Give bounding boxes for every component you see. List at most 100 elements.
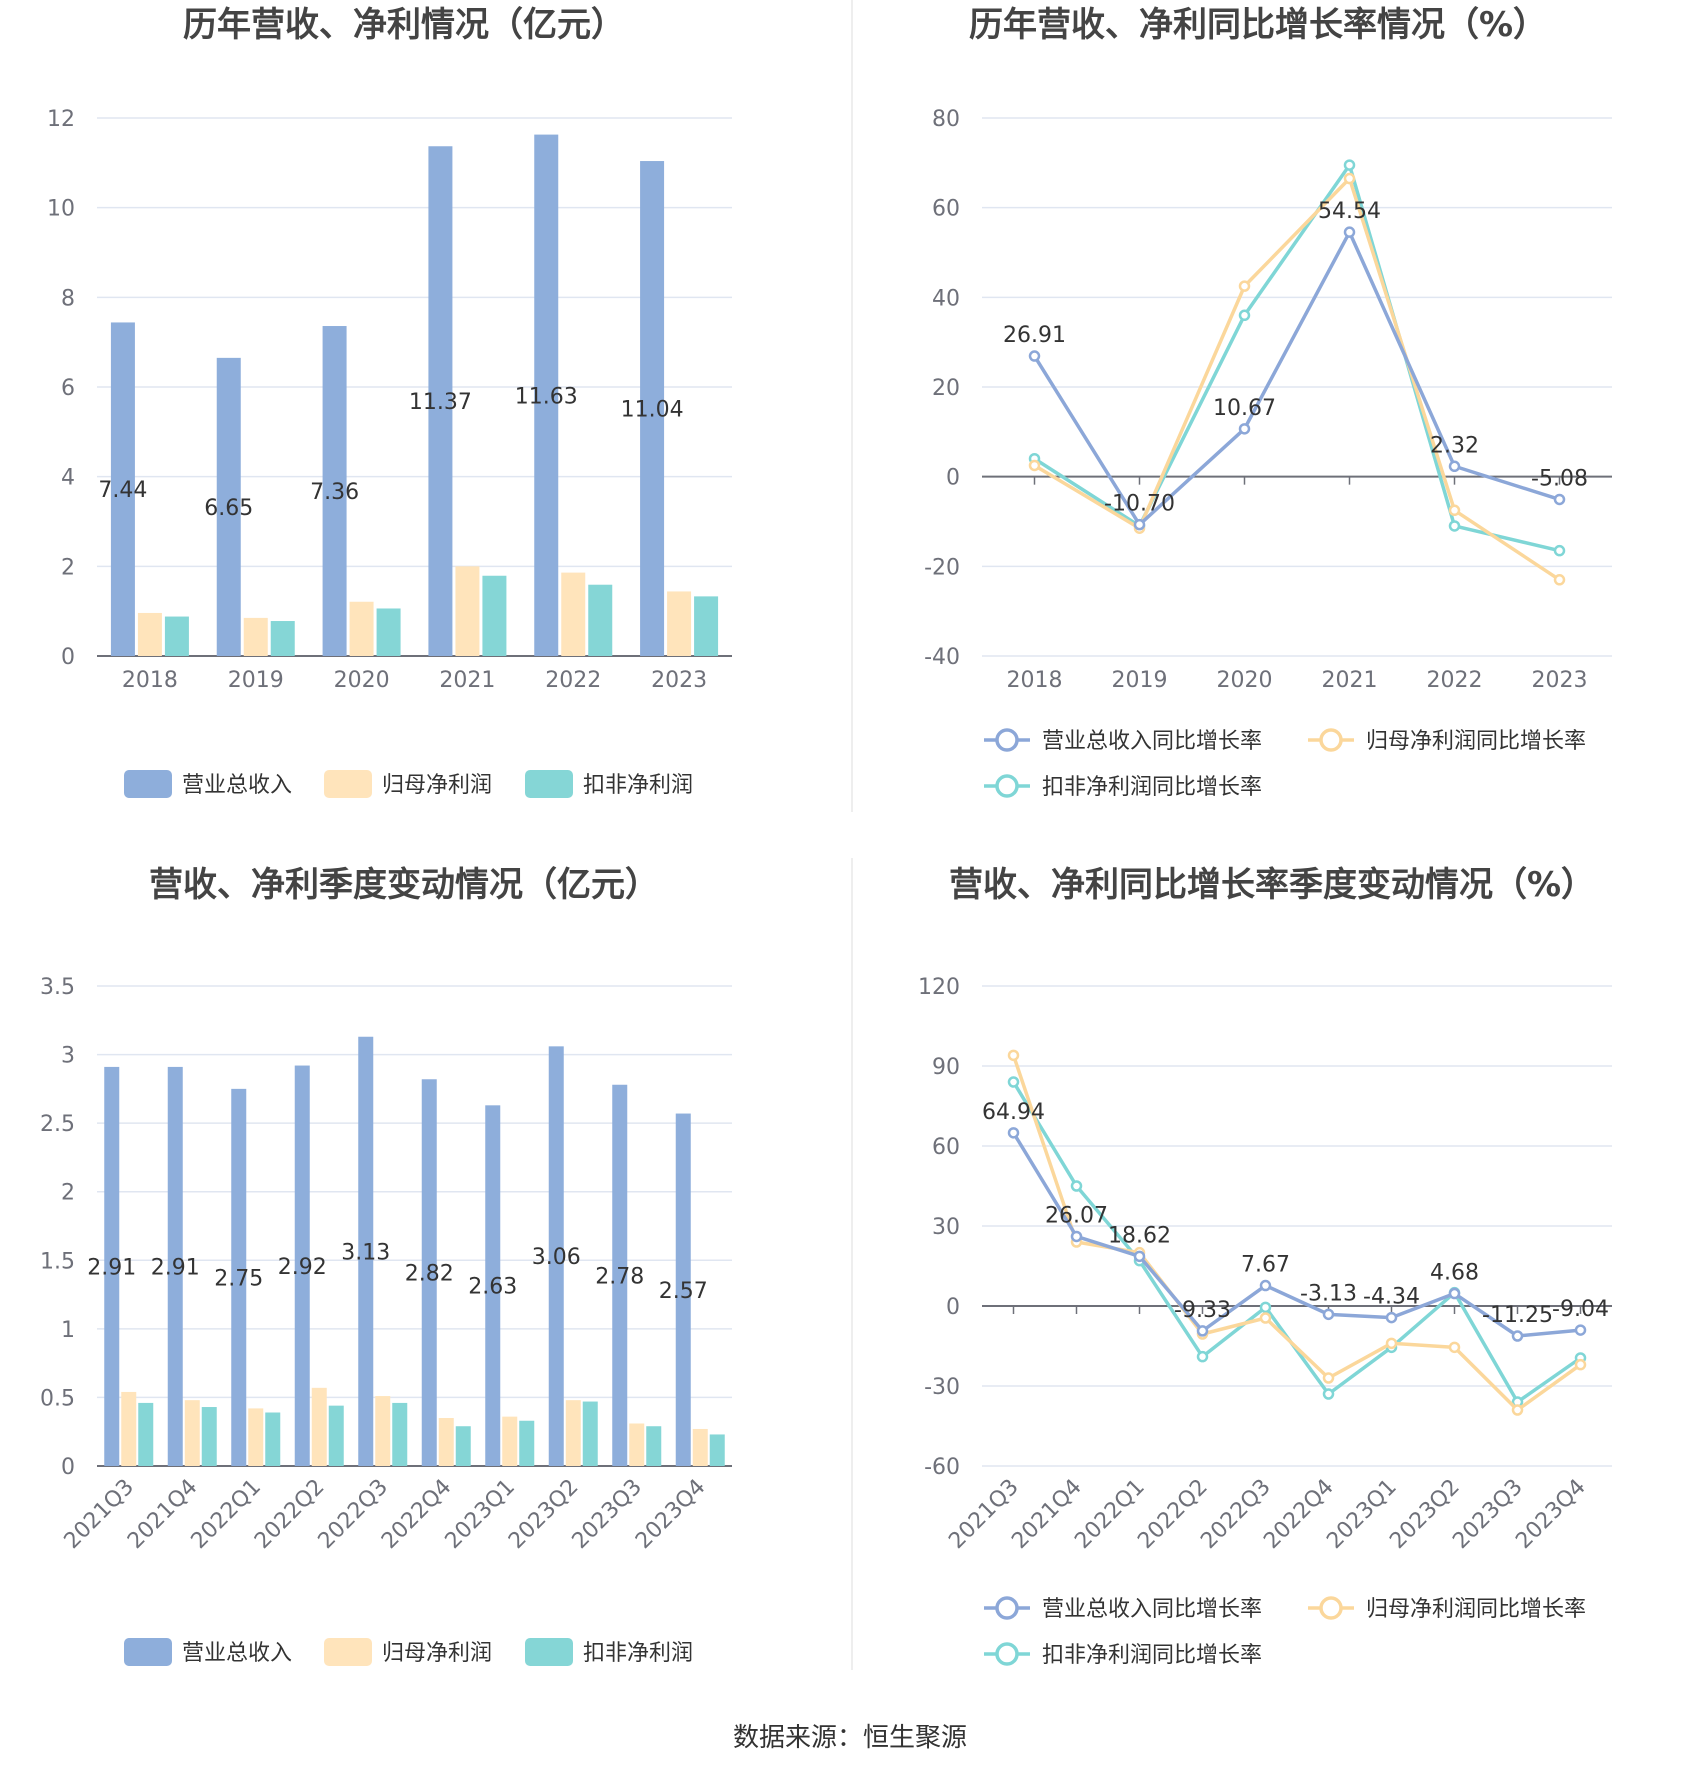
bar <box>640 161 665 657</box>
legend-swatch-marker <box>1319 728 1343 752</box>
line-point <box>1070 1230 1083 1243</box>
bar <box>294 1065 310 1466</box>
line-point <box>1028 350 1041 362</box>
legend-label[interactable]: 扣非净利润 <box>583 773 693 798</box>
y-tick-label: 12 <box>47 107 75 132</box>
legend-swatch-marker <box>995 1596 1019 1620</box>
line-point <box>1196 1325 1209 1337</box>
legend-label[interactable]: 营业总收入 <box>182 773 292 798</box>
bar <box>137 612 162 656</box>
bar <box>428 146 453 656</box>
x-tick-label: 2023Q4 <box>1511 1475 1590 1554</box>
chart-title: 营收、净利同比增长率季度变动情况（%） <box>949 865 1595 905</box>
bar <box>248 1408 264 1466</box>
bar-data-label: 2.91 <box>87 1255 136 1280</box>
bar-data-label: 7.44 <box>98 478 147 503</box>
bar-data-label: 3.06 <box>532 1245 581 1270</box>
line-point <box>1574 1358 1587 1371</box>
chart-title: 历年营收、净利情况（亿元） <box>183 5 625 45</box>
legend-label[interactable]: 营业总收入 <box>182 1641 292 1666</box>
series-line <box>1011 1054 1582 1412</box>
bar <box>438 1418 454 1466</box>
legend-label[interactable]: 归母净利润同比增长率 <box>1366 729 1586 754</box>
bar <box>646 1426 662 1466</box>
bar <box>110 322 135 656</box>
legend-label[interactable]: 归母净利润 <box>382 1641 492 1666</box>
bar <box>455 1426 471 1466</box>
bar <box>692 1428 708 1466</box>
annual-growth-rate-chart: 历年营收、净利同比增长率情况（%） -40 -20 0 20 40 60 80 2018 201… <box>924 5 1612 800</box>
legend-label[interactable]: 营业总收入同比增长率 <box>1042 729 1262 754</box>
series-line <box>1033 230 1561 527</box>
annual-revenue-profit-chart: 历年营收、净利情况（亿元） 0 2 4 6 8 10 12 2018 2019 2020 2021 2… <box>47 5 732 798</box>
line-point <box>1553 574 1566 586</box>
line-point <box>1448 504 1461 517</box>
bar <box>270 621 295 656</box>
y-tick-label: 60 <box>932 1135 960 1160</box>
series-line <box>1033 176 1561 582</box>
x-tick-label: 2023Q3 <box>568 1475 647 1554</box>
bar-data-label: 2.91 <box>151 1255 200 1280</box>
bar <box>455 566 480 656</box>
bar <box>612 1084 628 1466</box>
legend-label[interactable]: 扣非净利润 <box>583 1641 693 1666</box>
line-point <box>1238 309 1251 322</box>
bar <box>328 1405 344 1466</box>
line-point <box>1322 1388 1335 1400</box>
line-data-label: -11.25 <box>1482 1303 1553 1328</box>
line-point <box>1007 1127 1020 1139</box>
x-tick-label: 2023Q4 <box>631 1475 710 1554</box>
line-data-label: -3.13 <box>1300 1281 1357 1306</box>
line-data-label: 7.67 <box>1241 1253 1290 1278</box>
y-tick-label: 3 <box>61 1044 75 1069</box>
y-tick-label: 20 <box>932 376 960 401</box>
line-data-label: 54.54 <box>1318 199 1381 224</box>
line-point <box>1553 544 1566 557</box>
chart-title: 历年营收、净利同比增长率情况（%） <box>969 5 1547 45</box>
line-point <box>1133 518 1146 531</box>
y-tick-label: 90 <box>932 1055 960 1080</box>
legend-swatch-marker <box>995 728 1019 752</box>
y-tick-label: 80 <box>932 107 960 132</box>
y-tick-label: 6 <box>61 376 75 401</box>
x-tick-label: 2021 <box>439 668 495 693</box>
line-point <box>1343 172 1356 185</box>
series-line <box>1012 1081 1582 1404</box>
line-data-label: -4.34 <box>1363 1285 1420 1310</box>
legend-label[interactable]: 营业总收入同比增长率 <box>1042 1597 1262 1622</box>
data-source: 数据来源：恒生聚源 <box>733 1723 967 1753</box>
legend-swatch <box>124 1638 172 1666</box>
line-point <box>1385 1337 1398 1350</box>
bar-data-label: 11.63 <box>515 384 578 409</box>
line-data-label: 4.68 <box>1430 1261 1479 1286</box>
bar-data-label: 2.63 <box>468 1275 517 1300</box>
legend-label[interactable]: 归母净利润同比增长率 <box>1366 1597 1586 1622</box>
line-point <box>1007 1076 1020 1088</box>
legend-swatch <box>525 1638 573 1666</box>
line-point <box>1448 1341 1461 1354</box>
x-tick-label: 2020 <box>1217 668 1273 693</box>
legend-label[interactable]: 扣非净利润同比增长率 <box>1042 775 1262 800</box>
x-tick-label: 2019 <box>228 668 284 693</box>
legend-swatch <box>124 770 172 798</box>
legend-label[interactable]: 扣非净利润同比增长率 <box>1042 1643 1262 1668</box>
y-tick-label: 30 <box>932 1215 960 1240</box>
line-data-label: 26.91 <box>1003 323 1066 348</box>
legend-label[interactable]: 归母净利润 <box>382 773 492 798</box>
legend-swatch-marker <box>995 774 1019 798</box>
y-tick-label: 1.5 <box>40 1249 75 1274</box>
bar <box>519 1420 535 1466</box>
bar <box>265 1412 281 1466</box>
y-tick-label: 3.5 <box>40 975 75 1000</box>
y-tick-label: 2 <box>61 555 75 580</box>
line-point <box>1133 1250 1146 1263</box>
line-point <box>1385 1311 1398 1324</box>
bar <box>709 1434 725 1466</box>
bar <box>667 591 692 656</box>
line-data-label: -5.08 <box>1531 466 1588 491</box>
quarterly-revenue-profit-chart: 营收、净利季度变动情况（亿元） 00.511.522.533.52021Q320… <box>40 865 732 1666</box>
series-line <box>1012 1131 1581 1338</box>
bar-data-label: 7.36 <box>310 480 359 505</box>
x-tick-label: 2022Q2 <box>250 1475 329 1554</box>
